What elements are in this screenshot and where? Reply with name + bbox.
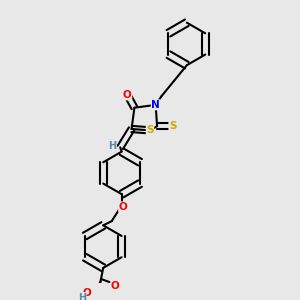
Text: O: O xyxy=(82,288,91,298)
Text: N: N xyxy=(151,100,160,110)
Text: S: S xyxy=(169,121,176,131)
Text: S: S xyxy=(146,125,154,135)
Text: O: O xyxy=(111,281,119,291)
Text: O: O xyxy=(123,90,132,100)
Text: H: H xyxy=(108,141,116,151)
Text: O: O xyxy=(119,202,128,212)
Text: H: H xyxy=(78,292,86,300)
